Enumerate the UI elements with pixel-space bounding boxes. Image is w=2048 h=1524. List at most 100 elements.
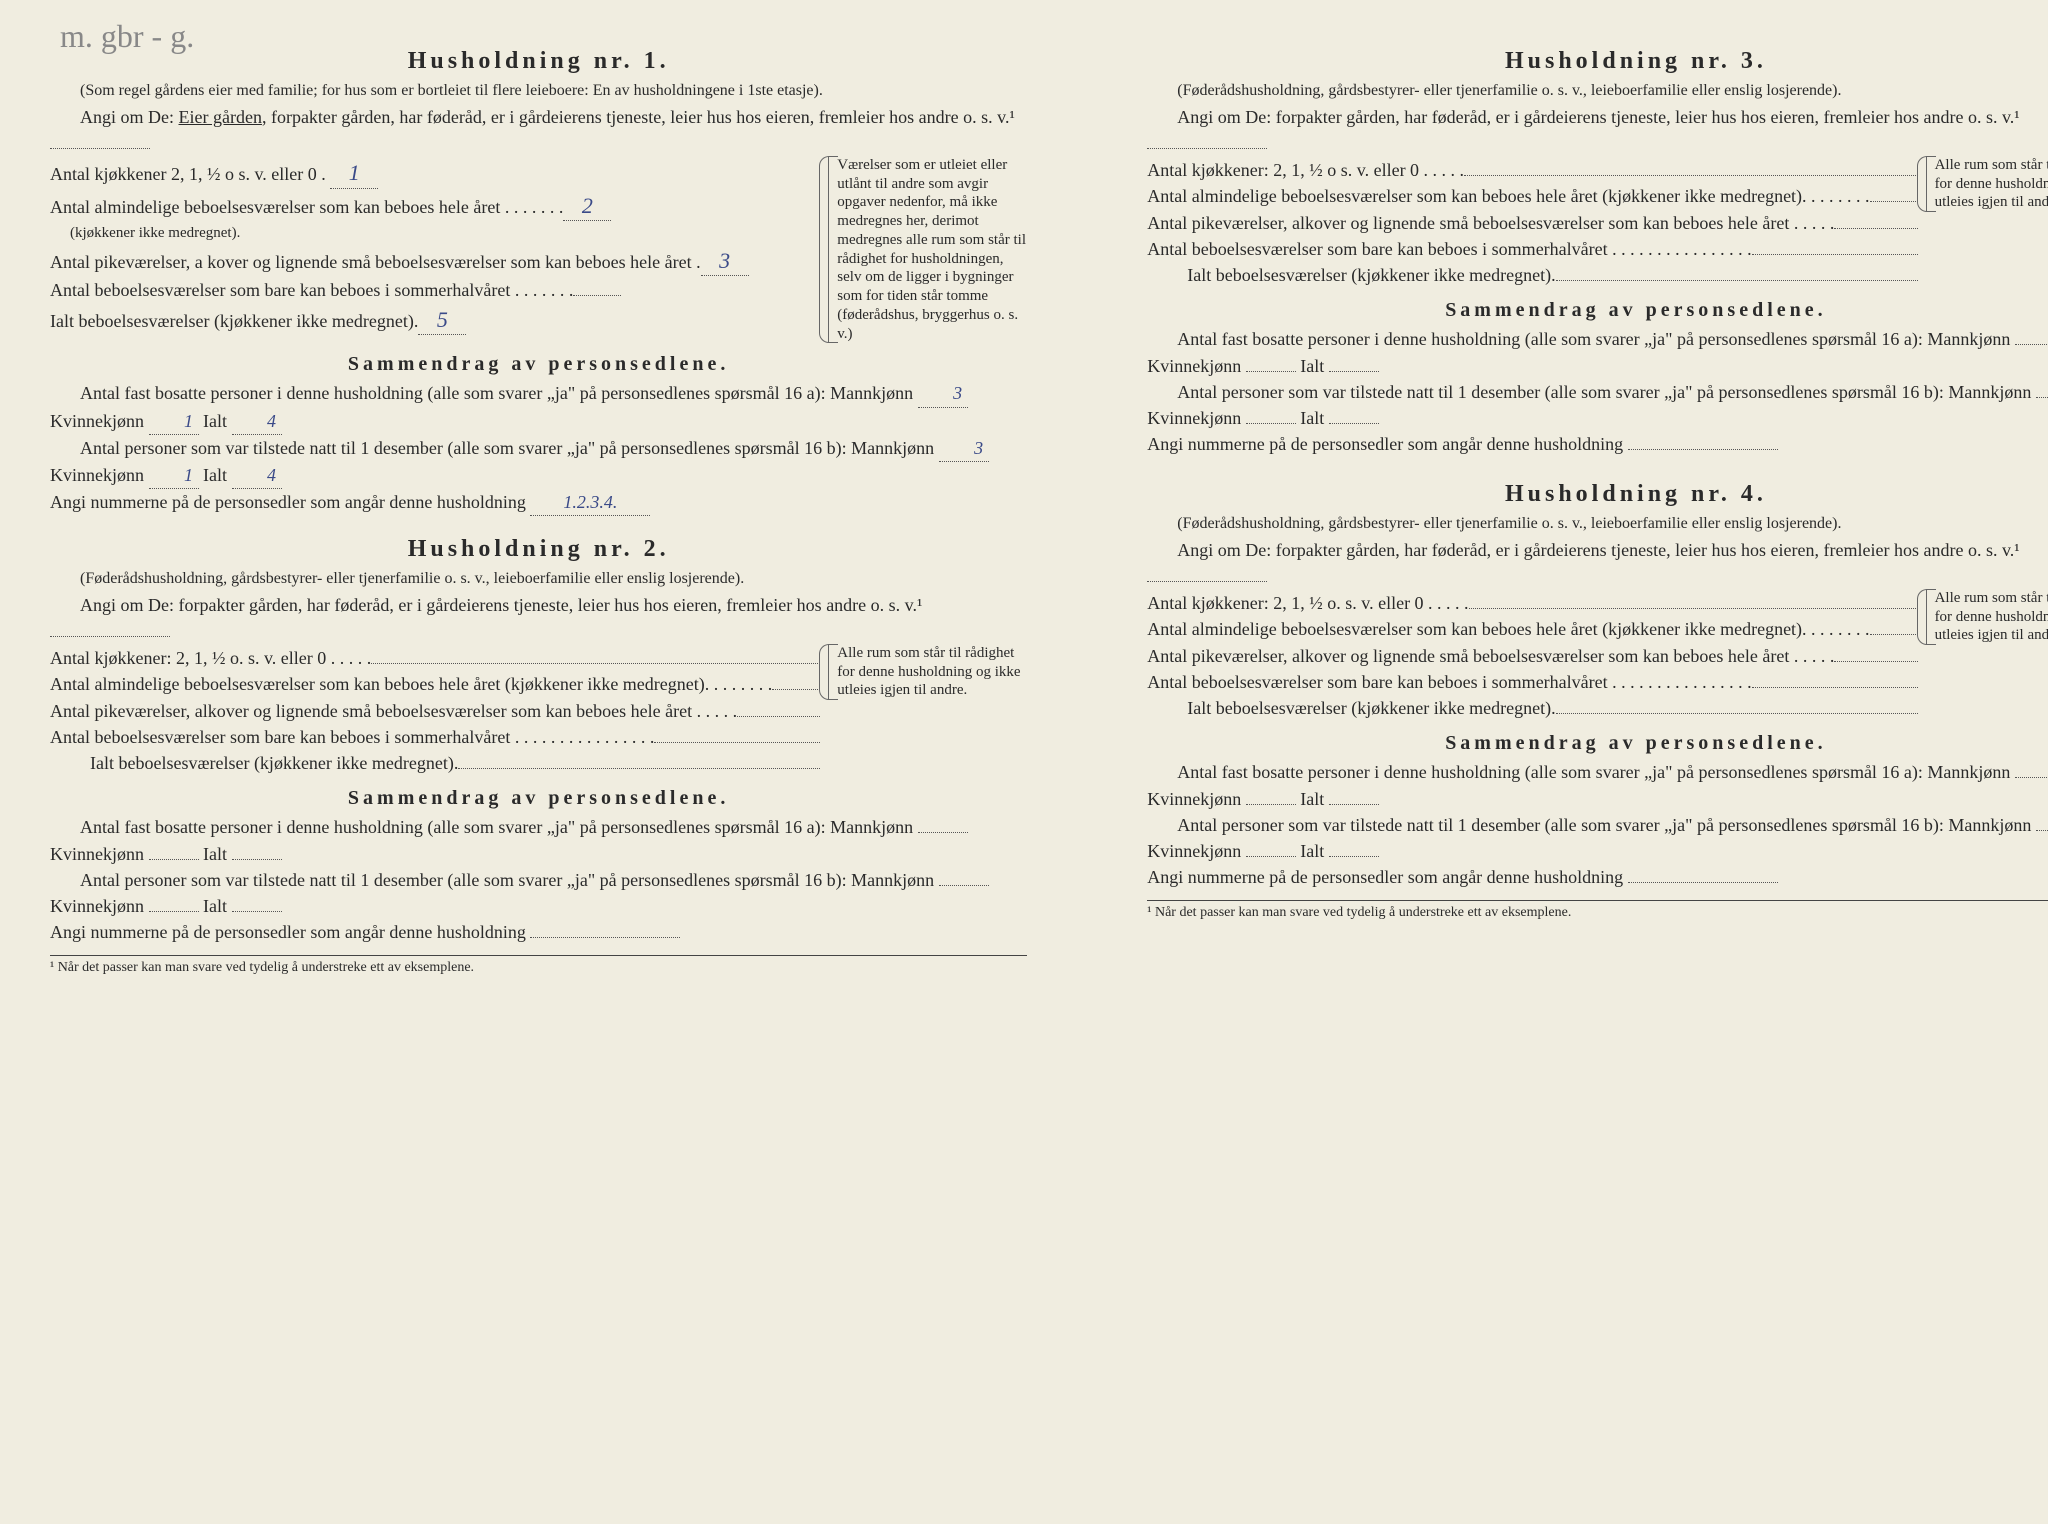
q2: Antal almindelige beboelsesværelser som … <box>50 672 772 696</box>
q2: Antal almindelige beboelsesværelser som … <box>1147 617 1869 641</box>
s1-k <box>1246 371 1296 372</box>
s2-i <box>232 911 282 912</box>
document-page: Husholdning nr. 1. (Som regel gårdens ei… <box>50 40 1998 976</box>
a4 <box>573 295 621 296</box>
s1-m <box>918 832 968 833</box>
s1-k-label: Kvinnekjønn <box>50 844 144 864</box>
a2 <box>1870 634 1918 635</box>
nummer-value: 1.2.3.4. <box>530 489 650 516</box>
household-1-questions: Antal kjøkkener 2, 1, ½ o s. v. eller 0 … <box>50 156 1027 344</box>
s1-k <box>1246 804 1296 805</box>
handwritten-annotation: m. gbr - g. <box>60 18 194 55</box>
a4 <box>1752 687 1918 688</box>
q1: Antal kjøkkener 2, 1, ½ o s. v. eller 0 … <box>50 162 330 186</box>
household-3-sidenote: Alle rum som står til rådighet for denne… <box>1926 156 2048 212</box>
s1-i-label: Ialt <box>1300 356 1324 376</box>
household-4-summary-1: Antal fast bosatte personer i denne hush… <box>1147 759 2048 811</box>
s2-i-label: Ialt <box>1300 841 1324 861</box>
s2-m: 3 <box>939 435 989 462</box>
a1 <box>371 663 820 664</box>
s2-m <box>939 885 989 886</box>
household-1-title: Husholdning nr. 1. <box>50 48 1027 75</box>
household-4-title: Husholdning nr. 4. <box>1147 481 2048 508</box>
nummer-value <box>1628 449 1778 450</box>
s1-k-label: Kvinnekjønn <box>1147 789 1241 809</box>
household-1-summary-2: Antal personer som var tilstede natt til… <box>50 435 1027 489</box>
nummer-label: Angi nummerne på de personsedler som ang… <box>50 492 526 512</box>
s2-text: Antal personer som var tilstede natt til… <box>80 870 934 890</box>
angi-rest: , forpakter gården, har føderåd, er i gå… <box>262 107 1015 127</box>
right-column: Husholdning nr. 3. (Føderådshusholdning,… <box>1147 40 2048 976</box>
household-3-summary-2: Antal personer som var tilstede natt til… <box>1147 379 2048 431</box>
s1-text: Antal fast bosatte personer i denne hush… <box>1177 762 2010 782</box>
q4: Antal beboelsesværelser som bare kan beb… <box>1147 237 1751 261</box>
nummer-value <box>1628 882 1778 883</box>
s2-i <box>1329 856 1379 857</box>
angi-text: Angi om De: forpakter gården, har føderå… <box>80 595 922 615</box>
household-4-questions: Antal kjøkkener: 2, 1, ½ o. s. v. eller … <box>1147 589 2048 722</box>
q4: Antal beboelsesværelser som bare kan beb… <box>1147 670 1751 694</box>
s2-i: 4 <box>232 462 282 489</box>
angi-blank <box>50 148 150 149</box>
s1-k: 1 <box>149 408 199 435</box>
household-1-summary-1: Antal fast bosatte personer i denne hush… <box>50 380 1027 434</box>
household-4-sidenote: Alle rum som står til rådighet for denne… <box>1926 589 2048 645</box>
s1-m <box>2015 344 2048 345</box>
q2: Antal almindelige beboelsesværelser som … <box>50 195 563 219</box>
s1-i: 4 <box>232 408 282 435</box>
s2-m <box>2036 397 2048 398</box>
angi-text: Angi om De: forpakter gården, har føderå… <box>1177 107 2019 127</box>
angi-blank <box>1147 581 1267 582</box>
q3: Antal pikeværelser, a kover og lignende … <box>50 250 701 274</box>
q5: Ialt beboelsesværelser (kjøkkener ikke m… <box>50 751 458 775</box>
angi-blank <box>50 636 170 637</box>
s1-i-label: Ialt <box>1300 789 1324 809</box>
a3 <box>737 716 820 717</box>
a2 <box>772 689 820 690</box>
household-4-summary-2: Antal personer som var tilstede natt til… <box>1147 812 2048 864</box>
s2-k <box>1246 423 1296 424</box>
angi-prefix: Angi om De: <box>80 107 174 127</box>
household-2-title: Husholdning nr. 2. <box>50 536 1027 563</box>
s2-i-label: Ialt <box>203 465 227 485</box>
a4 <box>1752 254 1918 255</box>
s1-i-label: Ialt <box>203 844 227 864</box>
s1-k-label: Kvinnekjønn <box>1147 356 1241 376</box>
q1: Antal kjøkkener: 2, 1, ½ o. s. v. eller … <box>1147 591 1468 615</box>
q3: Antal pikeværelser, alkover og lignende … <box>50 699 737 723</box>
a1 <box>1464 175 1918 176</box>
nummer-value <box>530 937 680 938</box>
household-3-summary-1: Antal fast bosatte personer i denne hush… <box>1147 326 2048 378</box>
q4: Antal beboelsesværelser som bare kan beb… <box>50 725 654 749</box>
household-3-summary-title: Sammendrag av personsedlene. <box>1147 299 2048 322</box>
a4 <box>654 742 820 743</box>
household-2-angi: Angi om De: forpakter gården, har føderå… <box>50 592 1027 644</box>
q2: Antal almindelige beboelsesværelser som … <box>1147 184 1869 208</box>
a3: 3 <box>701 246 749 277</box>
household-2-questions: Antal kjøkkener: 2, 1, ½ o. s. v. eller … <box>50 644 1027 777</box>
s2-k <box>149 911 199 912</box>
s2-text: Antal personer som var tilstede natt til… <box>1177 815 2031 835</box>
s1-i <box>232 859 282 860</box>
household-3-note: (Føderådshusholdning, gårdsbestyrer- ell… <box>1147 81 2048 102</box>
q5: Ialt beboelsesværelser (kjøkkener ikke m… <box>1147 263 1555 287</box>
household-4-summary-title: Sammendrag av personsedlene. <box>1147 732 2048 755</box>
household-2-note: (Føderådshusholdning, gårdsbestyrer- ell… <box>50 569 1027 590</box>
household-3-nummer: Angi nummerne på de personsedler som ang… <box>1147 431 2048 457</box>
s2-i <box>1329 423 1379 424</box>
q3: Antal pikeværelser, alkover og lignende … <box>1147 644 1834 668</box>
a5: 5 <box>418 305 466 336</box>
a2: 2 <box>563 191 611 222</box>
s1-m <box>2015 777 2048 778</box>
household-2-sidenote: Alle rum som står til rådighet for denne… <box>828 644 1027 700</box>
a5 <box>1556 280 1918 281</box>
angi-underline: Eier gården <box>179 107 262 127</box>
s1-i-label: Ialt <box>203 411 227 431</box>
a3 <box>1834 661 1917 662</box>
s2-k-label: Kvinnekjønn <box>1147 841 1241 861</box>
nummer-label: Angi nummerne på de personsedler som ang… <box>50 922 526 942</box>
household-4-nummer: Angi nummerne på de personsedler som ang… <box>1147 864 2048 890</box>
left-column: Husholdning nr. 1. (Som regel gårdens ei… <box>50 40 1027 976</box>
household-3-questions: Antal kjøkkener: 2, 1, ½ o s. v. eller 0… <box>1147 156 2048 289</box>
household-1-note: (Som regel gårdens eier med familie; for… <box>50 81 1027 102</box>
